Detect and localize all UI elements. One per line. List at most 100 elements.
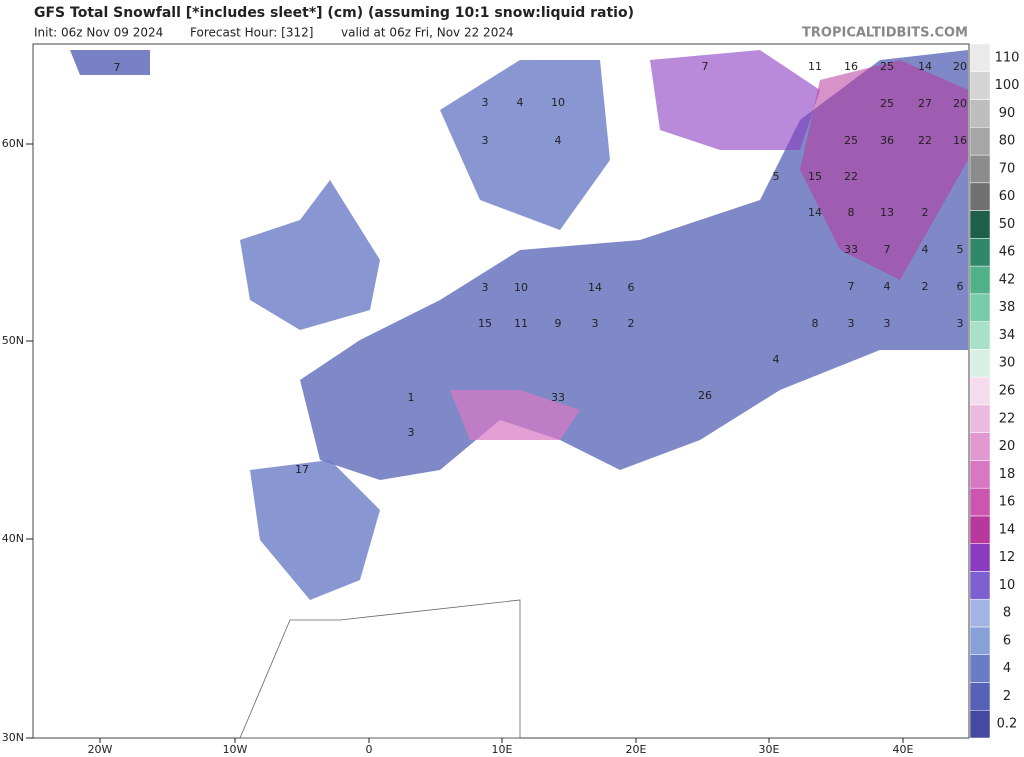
snow-region <box>450 390 580 440</box>
colorbar-label: 50 <box>999 217 1016 232</box>
colorbar-label: 34 <box>999 328 1016 343</box>
map-value-label: 33 <box>844 243 858 256</box>
colorbar-swatch <box>969 293 991 322</box>
colorbar-label: 46 <box>999 245 1016 260</box>
snow-region <box>70 50 150 75</box>
map-value-label: 36 <box>880 134 894 147</box>
map-value-label: 3 <box>408 426 415 439</box>
colorbar-swatch <box>969 515 991 544</box>
colorbar-label: 60 <box>999 189 1016 204</box>
title: GFS Total Snowfall [*includes sleet*] (c… <box>34 5 634 21</box>
map-value-label: 16 <box>844 60 858 73</box>
colorbar-swatch <box>969 210 991 239</box>
colorbar-label: 26 <box>999 384 1016 399</box>
map-value-label: 7 <box>702 60 709 73</box>
colorbar-swatch <box>969 598 991 628</box>
map-value-label: 14 <box>808 206 822 219</box>
colorbar-label: 30 <box>999 356 1016 371</box>
colorbar-swatch <box>969 71 991 100</box>
colorbar-label: 42 <box>999 272 1016 287</box>
colorbar-label: 14 <box>999 522 1016 537</box>
map-value-label: 15 <box>478 317 492 330</box>
lat-label: 30N <box>2 731 24 744</box>
snow-region <box>800 60 968 280</box>
colorbar-swatch <box>969 349 991 378</box>
colorbar-swatch <box>969 626 991 655</box>
map-value-label: 16 <box>953 134 967 147</box>
colorbar-swatch <box>969 487 991 517</box>
map-value-label: 1 <box>408 391 415 404</box>
colorbar-swatch <box>969 460 991 489</box>
colorbar-swatch <box>969 321 991 350</box>
colorbar-label: 20 <box>999 439 1016 454</box>
colorbar-swatch <box>969 99 991 128</box>
map-value-label: 3 <box>848 317 855 330</box>
lon-label: 20E <box>626 743 647 756</box>
lon-label: 40E <box>893 743 914 756</box>
brand: TROPICALTIDBITS.COM <box>802 26 968 41</box>
map-value-label: 4 <box>773 353 780 366</box>
map-value-label: 9 <box>555 317 562 330</box>
map-value-label: 20 <box>953 60 967 73</box>
forecast-hour: Forecast Hour: [312] <box>190 26 313 40</box>
map-value-label: 2 <box>922 206 929 219</box>
valid-time: valid at 06z Fri, Nov 22 2024 <box>341 26 514 40</box>
colorbar-swatch <box>969 432 991 461</box>
colorbar-swatch <box>969 376 991 406</box>
colorbar-swatch <box>969 182 991 211</box>
map-value-label: 11 <box>514 317 528 330</box>
colorbar-swatch <box>969 127 991 156</box>
colorbar-label: 90 <box>999 106 1016 121</box>
snow-region <box>650 50 820 150</box>
map-value-label: 13 <box>880 206 894 219</box>
colorbar-label: 4 <box>1003 661 1011 676</box>
colorbar-label: 0.2 <box>997 717 1018 732</box>
map-value-label: 27 <box>918 97 932 110</box>
map-value-label: 4 <box>555 134 562 147</box>
colorbar-label: 8 <box>1003 606 1011 621</box>
snow-region <box>440 60 610 230</box>
lon-label: 10W <box>223 743 248 756</box>
colorbar-label: 10 <box>999 578 1016 593</box>
colorbar-swatch <box>969 404 991 433</box>
colorbar-label: 38 <box>999 300 1016 315</box>
map-value-label: 2 <box>628 317 635 330</box>
colorbar-swatch <box>969 238 991 267</box>
colorbar-label: 12 <box>999 550 1016 565</box>
colorbar-label: 2 <box>1003 689 1011 704</box>
map-value-label: 14 <box>918 60 932 73</box>
map-value-label: 14 <box>588 281 602 294</box>
map-value-label: 3 <box>482 96 489 109</box>
lon-label: 10E <box>492 743 513 756</box>
map-value-label: 3 <box>482 281 489 294</box>
map-value-label: 2 <box>922 280 929 293</box>
snow-region <box>250 460 380 600</box>
colorbar-swatch <box>969 543 991 572</box>
map-value-label: 4 <box>517 96 524 109</box>
map-value-label: 25 <box>880 97 894 110</box>
colorbar-swatch <box>969 265 991 295</box>
colorbar-label: 80 <box>999 134 1016 149</box>
map-value-label: 5 <box>957 243 964 256</box>
map-value-label: 22 <box>918 134 932 147</box>
map-area <box>32 43 970 739</box>
map-value-label: 10 <box>514 281 528 294</box>
lon-label: 0 <box>366 743 373 756</box>
map-value-label: 4 <box>884 280 891 293</box>
coastline <box>239 599 521 739</box>
map-value-label: 22 <box>844 170 858 183</box>
map-value-label: 7 <box>114 61 121 74</box>
map-value-label: 26 <box>698 389 712 402</box>
colorbar-swatch <box>969 154 991 184</box>
colorbar-swatch <box>969 43 991 73</box>
map-value-label: 8 <box>848 206 855 219</box>
lat-label: 40N <box>2 532 24 545</box>
map-value-label: 6 <box>628 281 635 294</box>
map-value-label: 20 <box>953 97 967 110</box>
colorbar-swatch <box>969 654 991 683</box>
colorbar-swatch <box>969 571 991 600</box>
map-value-label: 3 <box>482 134 489 147</box>
map-value-label: 5 <box>773 170 780 183</box>
